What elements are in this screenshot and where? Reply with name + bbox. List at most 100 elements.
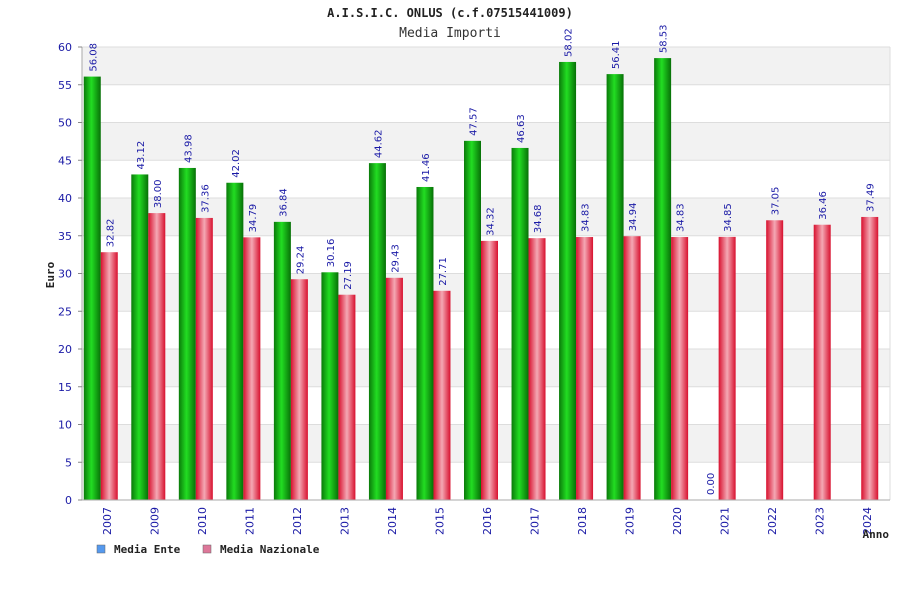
data-label-media-nazionale: 36.46 xyxy=(818,191,829,220)
bar-media-ente xyxy=(464,140,481,500)
data-label-media-nazionale: 34.79 xyxy=(248,204,259,233)
x-tick-label: 2021 xyxy=(719,507,732,535)
bar-media-nazionale xyxy=(623,236,641,500)
bar-media-nazionale xyxy=(576,237,594,500)
bar-media-ente xyxy=(606,74,624,501)
bar-media-ente xyxy=(83,76,101,500)
bar-media-ente xyxy=(178,167,196,501)
bar-media-ente xyxy=(559,61,577,500)
bar-media-nazionale xyxy=(385,277,403,500)
x-tick-label: 2009 xyxy=(148,507,161,535)
y-tick-label: 60 xyxy=(58,41,72,54)
data-label-media-ente: 0.00 xyxy=(706,473,717,495)
data-label-media-nazionale: 34.85 xyxy=(723,203,734,232)
y-tick-label: 30 xyxy=(58,268,72,281)
bar-media-nazionale xyxy=(766,220,784,500)
x-tick-label: 2018 xyxy=(576,507,589,535)
x-tick-label: 2015 xyxy=(433,507,446,535)
bar-media-nazionale xyxy=(813,224,831,501)
data-label-media-ente: 41.46 xyxy=(421,153,432,182)
bar-media-ente xyxy=(368,163,386,500)
bar-media-nazionale xyxy=(100,252,118,500)
bar-media-nazionale xyxy=(433,290,451,500)
y-tick-label: 20 xyxy=(58,343,72,356)
data-label-media-nazionale: 32.82 xyxy=(105,219,116,248)
x-tick-label: 2014 xyxy=(386,507,399,535)
bar-media-nazionale xyxy=(481,240,498,500)
bar-media-nazionale xyxy=(338,294,356,500)
x-tick-label: 2011 xyxy=(243,507,256,535)
grid-band xyxy=(82,47,890,85)
bar-media-ente xyxy=(131,174,149,500)
data-label-media-nazionale: 27.71 xyxy=(438,257,449,286)
legend-swatch-media-ente xyxy=(96,544,106,554)
bar-media-nazionale xyxy=(528,238,546,500)
data-label-media-ente: 36.84 xyxy=(278,188,289,217)
y-axis-label: Euro xyxy=(44,261,57,288)
legend-swatch-media-nazionale xyxy=(202,544,212,554)
data-label-media-ente: 42.02 xyxy=(231,149,242,178)
grid-band xyxy=(82,122,890,161)
bar-media-nazionale xyxy=(718,236,736,500)
x-tick-label: 2016 xyxy=(481,507,494,535)
chart-title: A.I.S.I.C. ONLUS (c.f.07515441009) xyxy=(327,6,573,20)
x-tick-label: 2012 xyxy=(291,507,304,535)
bar-media-nazionale xyxy=(195,217,213,500)
data-label-media-ente: 46.63 xyxy=(516,114,527,143)
y-tick-label: 45 xyxy=(58,154,72,167)
bar-media-ente xyxy=(226,182,244,500)
y-tick-label: 0 xyxy=(65,494,72,507)
x-axis-label: Anno xyxy=(863,528,890,541)
grid xyxy=(82,46,891,501)
data-label-media-nazionale: 29.43 xyxy=(390,244,401,273)
data-label-media-nazionale: 37.05 xyxy=(771,187,782,216)
data-label-media-nazionale: 34.83 xyxy=(676,203,687,232)
x-tick-label: 2019 xyxy=(624,507,637,535)
data-label-media-ente: 56.41 xyxy=(611,40,622,69)
y-tick-label: 35 xyxy=(58,230,72,243)
data-label-media-ente: 30.16 xyxy=(326,239,337,268)
data-label-media-ente: 47.57 xyxy=(469,107,480,136)
data-label-media-ente: 58.53 xyxy=(659,24,670,53)
bar-media-nazionale xyxy=(290,279,308,500)
x-tick-label: 2007 xyxy=(101,507,114,535)
data-label-media-nazionale: 27.19 xyxy=(343,261,354,290)
data-label-media-ente: 56.08 xyxy=(88,43,99,72)
data-label-media-nazionale: 38.00 xyxy=(153,179,164,208)
y-axis: 0 5 10 15 20 25 30 35 40 45 50 55 60 xyxy=(58,41,890,507)
y-tick-label: 50 xyxy=(58,117,72,130)
x-tick-label: 2017 xyxy=(529,507,542,535)
x-tick-label: 2020 xyxy=(671,507,684,535)
bars xyxy=(83,58,879,501)
data-labels: 56.08 32.82 43.12 38.00 43.98 37.36 42.02 34.79… xyxy=(88,24,876,495)
data-label-media-nazionale: 29.24 xyxy=(295,246,306,275)
legend-label-media-nazionale: Media Nazionale xyxy=(220,543,320,556)
bar-media-nazionale xyxy=(861,216,879,500)
bar-media-ente xyxy=(511,147,529,501)
y-tick-label: 25 xyxy=(58,305,72,318)
chart-subtitle: Media Importi xyxy=(399,26,501,41)
data-label-media-ente: 44.62 xyxy=(373,129,384,158)
legend-label-media-ente: Media Ente xyxy=(114,543,181,556)
y-tick-label: 5 xyxy=(65,456,72,469)
y-tick-label: 10 xyxy=(58,419,72,432)
x-tick-label: 2022 xyxy=(766,507,779,535)
bar-media-ente xyxy=(654,58,672,500)
bar-media-ente xyxy=(321,272,339,500)
data-label-media-ente: 43.98 xyxy=(183,134,194,163)
data-label-media-nazionale: 37.49 xyxy=(866,183,877,212)
data-label-media-ente: 58.02 xyxy=(564,28,575,57)
x-tick-label: 2023 xyxy=(814,507,827,535)
bar-media-nazionale xyxy=(148,213,166,500)
bar-media-ente xyxy=(273,221,291,500)
y-tick-label: 40 xyxy=(58,192,72,205)
y-tick-label: 55 xyxy=(58,79,72,92)
data-label-media-ente: 43.12 xyxy=(136,141,147,170)
x-tick-label: 2013 xyxy=(338,507,351,535)
x-tick-label: 2010 xyxy=(196,507,209,535)
data-label-media-nazionale: 34.68 xyxy=(533,205,544,234)
data-label-media-nazionale: 34.83 xyxy=(581,203,592,232)
x-axis: 2007 2009 2010 2011 2012 2013 2014 2015 2016 2017… xyxy=(101,507,874,535)
